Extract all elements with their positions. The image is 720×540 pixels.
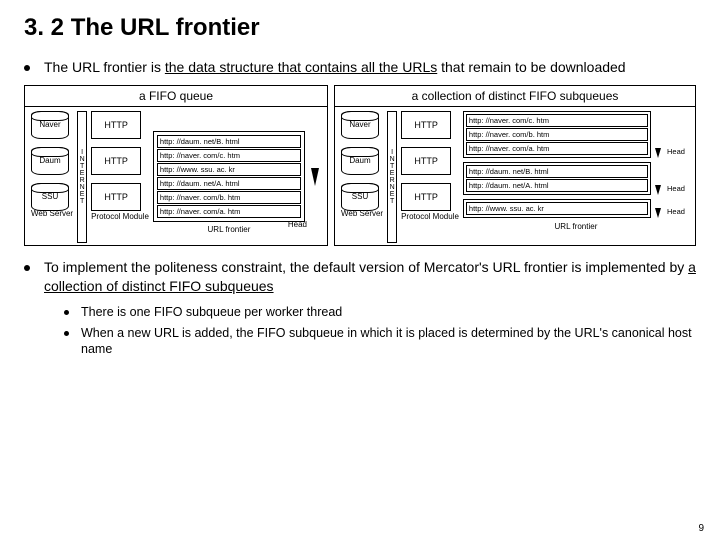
server-daum: Daum bbox=[31, 147, 69, 175]
left-panel-title: a FIFO queue bbox=[25, 86, 327, 107]
url-row: http: //naver. com/b. htm bbox=[157, 191, 301, 204]
http-box: HTTP bbox=[401, 147, 451, 175]
bullet-icon bbox=[24, 65, 30, 71]
arrow-column bbox=[309, 111, 321, 243]
url-row: http: //naver. com/a. htm bbox=[466, 142, 648, 155]
sub-bullet-2: When a new URL is added, the FIFO subque… bbox=[64, 325, 696, 359]
head-label: Head bbox=[667, 184, 689, 195]
sub-text-2: When a new URL is added, the FIFO subque… bbox=[81, 325, 696, 359]
http-box: HTTP bbox=[401, 111, 451, 139]
url-row: http: //naver. com/a. htm bbox=[157, 205, 301, 218]
left-queue-column: http: //daum. net/B. html http: //naver.… bbox=[153, 111, 305, 243]
http-box: HTTP bbox=[91, 183, 141, 211]
head-label: Head bbox=[667, 147, 689, 158]
server-column: Naver Daum SSU bbox=[31, 111, 69, 211]
http-box: HTTP bbox=[401, 183, 451, 211]
right-panel: a collection of distinct FIFO subqueues … bbox=[334, 85, 696, 246]
arrow-down-icon bbox=[311, 168, 319, 186]
head-label: Head bbox=[667, 207, 689, 218]
url-row: http: //www. ssu. ac. kr bbox=[466, 202, 648, 215]
bullet-icon bbox=[24, 265, 30, 271]
outro-bullet: To implement the politeness constraint, … bbox=[24, 258, 696, 296]
intro-text: The URL frontier is the data structure t… bbox=[44, 58, 626, 77]
url-row: http: //www. ssu. ac. kr bbox=[157, 163, 301, 176]
url-row: http: //daum. net/B. html bbox=[157, 135, 301, 148]
protocol-module-label-r: Protocol Module bbox=[401, 212, 459, 221]
server-naver: Naver bbox=[31, 111, 69, 139]
http-box: HTTP bbox=[91, 147, 141, 175]
protocol-module-label: Protocol Module bbox=[91, 212, 149, 221]
outro-text: To implement the politeness constraint, … bbox=[44, 258, 696, 296]
intro-bullet: The URL frontier is the data structure t… bbox=[24, 58, 696, 77]
arrow-down-icon bbox=[655, 148, 661, 158]
url-row: http: //daum. net/A. html bbox=[466, 179, 648, 192]
http-column: HTTP HTTP HTTP bbox=[91, 111, 141, 211]
url-row: http: //naver. com/b. htm bbox=[466, 128, 648, 141]
internet-bar-r: INTERNET bbox=[387, 111, 397, 243]
server-ssu: SSU bbox=[31, 183, 69, 211]
url-frontier-label-r: URL frontier bbox=[463, 222, 689, 231]
server-daum: Daum bbox=[341, 147, 379, 175]
url-row: http: //daum. net/A. html bbox=[157, 177, 301, 190]
url-row: http: //daum. net/B. html bbox=[466, 165, 648, 178]
internet-bar: INTERNET bbox=[77, 111, 87, 243]
bullet-icon bbox=[64, 310, 69, 315]
url-row: http: //naver. com/c. htm bbox=[157, 149, 301, 162]
http-column-r: HTTP HTTP HTTP bbox=[401, 111, 451, 211]
diagram-container: a FIFO queue Naver Daum SSU Web Server I… bbox=[24, 85, 696, 246]
sub-bullet-1: There is one FIFO subqueue per worker th… bbox=[64, 304, 696, 321]
bullet-icon bbox=[64, 331, 69, 336]
fifo-queue-stack: http: //daum. net/B. html http: //naver.… bbox=[153, 131, 305, 222]
subqueue-naver: http: //naver. com/c. htm http: //naver.… bbox=[463, 111, 651, 158]
left-panel: a FIFO queue Naver Daum SSU Web Server I… bbox=[24, 85, 328, 246]
section-title: 3. 2 The URL frontier bbox=[24, 14, 696, 42]
page-number: 9 bbox=[698, 523, 704, 534]
server-naver: Naver bbox=[341, 111, 379, 139]
head-label: Head bbox=[288, 220, 307, 229]
subqueue-daum: http: //daum. net/B. html http: //daum. … bbox=[463, 162, 651, 195]
http-box: HTTP bbox=[91, 111, 141, 139]
url-frontier-label: URL frontier bbox=[153, 225, 305, 234]
arrow-down-icon bbox=[655, 185, 661, 195]
sub-text-1: There is one FIFO subqueue per worker th… bbox=[81, 304, 342, 321]
server-column-r: Naver Daum SSU bbox=[341, 111, 379, 211]
url-row: http: //naver. com/c. htm bbox=[466, 114, 648, 127]
arrow-down-icon bbox=[655, 208, 661, 218]
server-ssu: SSU bbox=[341, 183, 379, 211]
subqueue-column: http: //naver. com/c. htm http: //naver.… bbox=[463, 111, 689, 243]
right-panel-title: a collection of distinct FIFO subqueues bbox=[335, 86, 695, 107]
subqueue-ssu: http: //www. ssu. ac. kr bbox=[463, 199, 651, 218]
